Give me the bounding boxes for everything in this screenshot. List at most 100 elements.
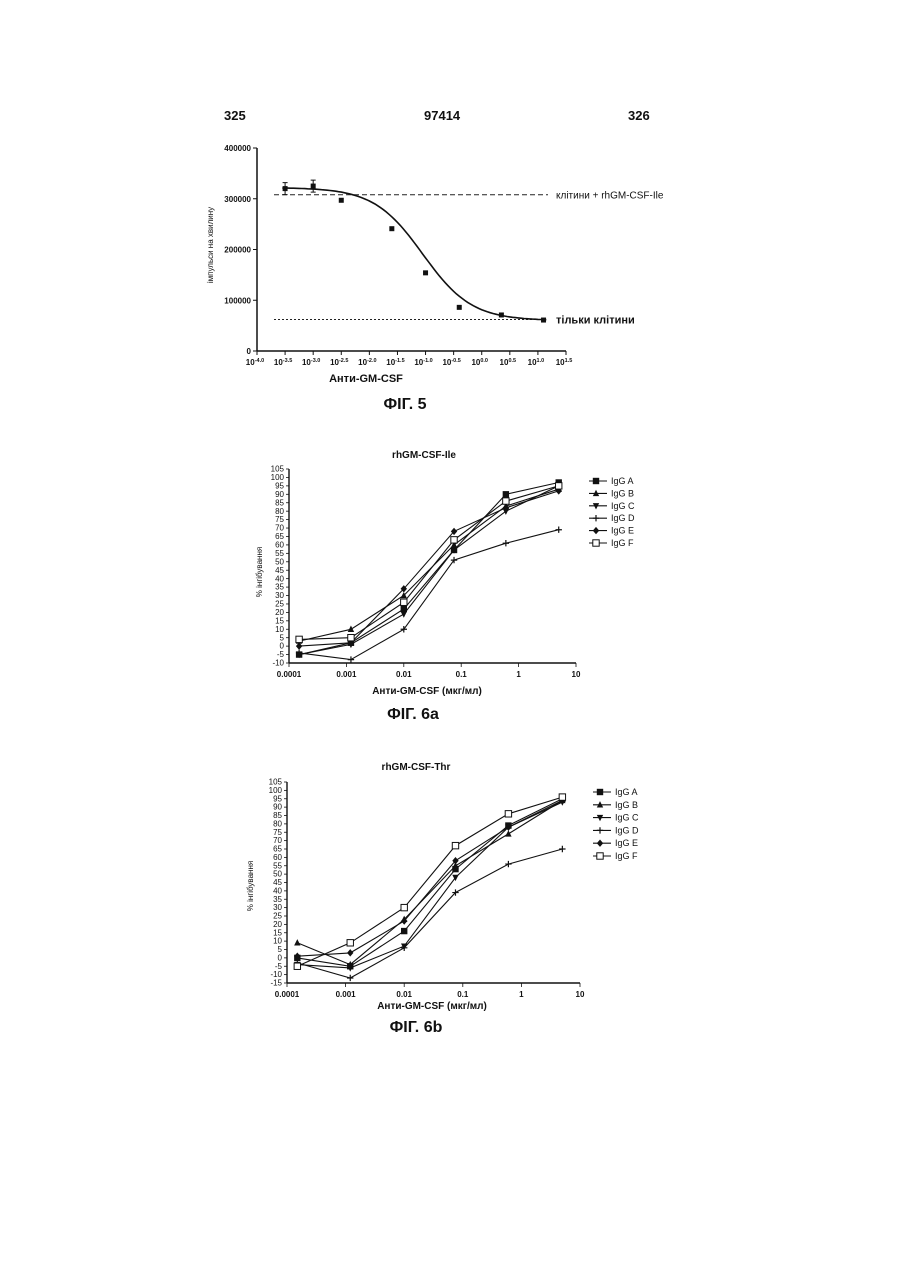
x-tick-label: 0.01 xyxy=(396,990,412,999)
legend-marker-igg-e xyxy=(597,840,603,847)
figure-caption: ФІГ. 6a xyxy=(387,706,439,723)
series-line-igg-c xyxy=(297,802,562,968)
data-point-igg-f xyxy=(451,537,457,543)
legend-label-igg-f: IgG F xyxy=(611,538,634,548)
legend-marker-igg-e xyxy=(593,527,599,534)
x-tick-label: 100.0 xyxy=(471,358,488,367)
series-line-igg-e xyxy=(299,491,559,646)
y-tick-label: -10 xyxy=(270,970,282,979)
reference-label-stimulated: клітини + rhGM-CSF-Ile xyxy=(556,191,664,202)
y-tick-label: 85 xyxy=(273,811,282,820)
chart-title: rhGM-CSF-Ile xyxy=(392,450,456,461)
y-tick-label: 0 xyxy=(278,953,283,962)
y-tick-label: 70 xyxy=(273,836,282,845)
series-line-igg-b xyxy=(297,800,562,964)
data-point-igg-f xyxy=(294,963,300,969)
data-point-igg-f xyxy=(559,794,565,800)
y-tick-label: 400000 xyxy=(224,144,251,153)
y-tick-label: 45 xyxy=(273,878,282,887)
y-tick-label: 0 xyxy=(280,642,285,651)
y-tick-label: 200000 xyxy=(224,246,251,255)
x-axis-label: Анти-GM-CSF (мкг/мл) xyxy=(377,1001,487,1012)
x-tick-label: 10 xyxy=(576,990,585,999)
y-tick-label: 25 xyxy=(273,912,282,921)
x-tick-label: 0.0001 xyxy=(275,990,300,999)
reference-label-baseline: тільки клітини xyxy=(556,315,635,327)
y-tick-label: 80 xyxy=(275,507,284,516)
data-point-igg-b xyxy=(294,939,300,945)
x-tick-label: 1 xyxy=(519,990,524,999)
y-axis-label: % інгібування xyxy=(246,861,255,911)
y-tick-label: 100 xyxy=(269,786,283,795)
legend-label-igg-f: IgG F xyxy=(615,851,638,861)
legend-label-igg-c: IgG C xyxy=(611,501,635,511)
x-tick-label: 101.5 xyxy=(556,358,573,367)
y-tick-label: 90 xyxy=(275,490,284,499)
y-tick-label: 60 xyxy=(275,541,284,550)
y-tick-label: 85 xyxy=(275,498,284,507)
y-tick-label: 55 xyxy=(275,549,284,558)
legend-marker-igg-d xyxy=(593,515,599,521)
data-point xyxy=(541,318,546,323)
x-tick-label: 10-1.0 xyxy=(414,358,432,367)
data-point-igg-f xyxy=(556,483,562,489)
data-point-igg-f xyxy=(347,940,353,946)
y-tick-label: 35 xyxy=(275,583,284,592)
y-tick-label: 60 xyxy=(273,853,282,862)
data-point-igg-f xyxy=(505,811,511,817)
y-tick-label: 100 xyxy=(271,473,285,482)
y-axis-label: % інгібування xyxy=(255,547,264,597)
data-point-igg-d xyxy=(347,975,353,981)
x-tick-label: 10-3.0 xyxy=(302,358,320,367)
x-tick-label: 0.001 xyxy=(336,990,357,999)
y-tick-label: 300000 xyxy=(224,195,251,204)
legend-marker-igg-a xyxy=(593,478,599,484)
y-tick-label: 105 xyxy=(271,465,285,474)
data-point xyxy=(457,305,462,310)
legend-label-igg-b: IgG B xyxy=(615,800,638,810)
series-line-igg-d xyxy=(299,530,559,660)
data-point-igg-c xyxy=(401,611,407,617)
data-point xyxy=(389,226,394,231)
data-point xyxy=(499,312,504,317)
data-point-igg-f xyxy=(503,498,509,504)
x-tick-label: 10-4.0 xyxy=(246,358,264,367)
x-tick-label: 101.0 xyxy=(528,358,545,367)
data-point-igg-d xyxy=(348,656,354,662)
y-tick-label: 80 xyxy=(273,819,282,828)
y-tick-label: 70 xyxy=(275,524,284,533)
x-axis-label: Анти-GM-CSF (мкг/мл) xyxy=(372,686,482,697)
data-point-igg-a xyxy=(401,928,407,934)
data-point-igg-f xyxy=(401,904,407,910)
y-tick-label: 50 xyxy=(273,870,282,879)
figure-5: імпульси на хвилину Анти-GM-CSF ФІГ. 5 0… xyxy=(206,144,664,413)
y-tick-label: 105 xyxy=(269,778,283,787)
figures-canvas: імпульси на хвилину Анти-GM-CSF ФІГ. 5 0… xyxy=(0,0,901,1273)
x-tick-label: 10-2.5 xyxy=(330,358,348,367)
series-line-igg-f xyxy=(299,486,559,640)
y-tick-label: 20 xyxy=(273,920,282,929)
data-point-igg-b xyxy=(348,626,354,632)
series-line-igg-e xyxy=(297,800,562,956)
y-tick-label: 15 xyxy=(275,616,284,625)
y-tick-label: 75 xyxy=(273,828,282,837)
legend-label-igg-a: IgG A xyxy=(615,787,638,797)
series-line-igg-b xyxy=(299,489,559,641)
legend-label-igg-b: IgG B xyxy=(611,488,634,498)
x-tick-label: 10-3.5 xyxy=(274,358,292,367)
data-point-igg-e xyxy=(347,949,353,956)
legend-marker-igg-f xyxy=(593,540,599,546)
y-tick-label: -10 xyxy=(272,659,284,668)
y-tick-label: 10 xyxy=(275,625,284,634)
y-tick-label: 40 xyxy=(275,574,284,583)
legend-marker-igg-a xyxy=(597,789,603,795)
x-tick-label: 10-0.5 xyxy=(442,358,460,367)
data-point-igg-f xyxy=(296,636,302,642)
fit-curve xyxy=(282,188,546,320)
y-tick-label: 65 xyxy=(275,532,284,541)
x-tick-label: 10 xyxy=(572,670,581,679)
data-point-igg-d xyxy=(556,527,562,533)
y-tick-label: 100000 xyxy=(224,296,251,305)
y-tick-label: 75 xyxy=(275,515,284,524)
y-tick-label: 65 xyxy=(273,845,282,854)
